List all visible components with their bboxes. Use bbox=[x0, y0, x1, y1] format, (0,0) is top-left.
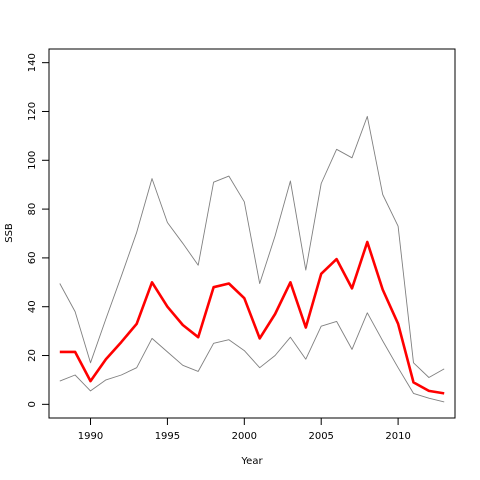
x-tick-label: 1995 bbox=[155, 431, 180, 442]
x-tick-label: 2010 bbox=[385, 431, 410, 442]
y-tick-label: 20 bbox=[27, 349, 38, 362]
y-tick-label: 140 bbox=[27, 53, 38, 72]
x-tick-label: 1990 bbox=[78, 431, 103, 442]
x-axis: 1990 1995 2000 2005 2010 bbox=[78, 417, 411, 442]
x-tick-label: 2005 bbox=[308, 431, 333, 442]
plot-frame bbox=[48, 48, 456, 419]
y-axis: 0 20 40 60 80 100 120 140 bbox=[27, 53, 50, 408]
y-tick-label: 100 bbox=[27, 151, 38, 170]
lower-bound-line bbox=[59, 312, 445, 403]
y-axis-label: SSB bbox=[4, 223, 15, 243]
y-tick-label: 80 bbox=[27, 203, 38, 216]
ssb-estimate-line bbox=[59, 240, 445, 395]
x-tick-label: 2000 bbox=[232, 431, 257, 442]
y-tick-label: 40 bbox=[27, 300, 38, 313]
y-tick-label: 120 bbox=[27, 102, 38, 121]
upper-bound-line bbox=[59, 115, 445, 378]
y-tick-label: 0 bbox=[27, 401, 38, 407]
x-axis-label: Year bbox=[240, 456, 263, 467]
y-tick-label: 60 bbox=[27, 252, 38, 265]
series-layer bbox=[59, 115, 445, 403]
